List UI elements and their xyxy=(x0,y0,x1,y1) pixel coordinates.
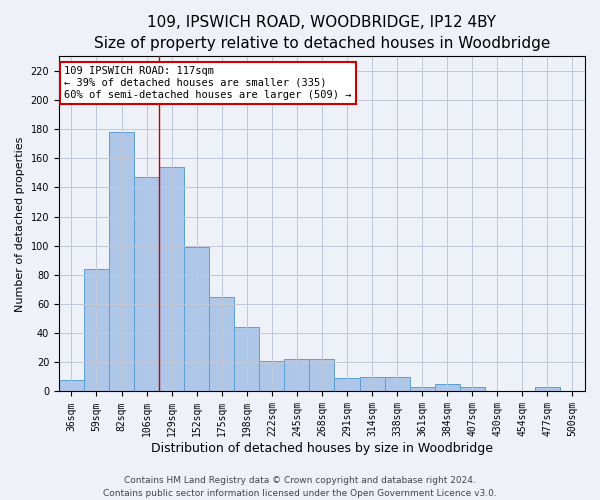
Bar xyxy=(59,380,84,392)
Bar xyxy=(109,132,134,392)
Bar xyxy=(234,328,259,392)
Bar xyxy=(184,247,209,392)
Bar xyxy=(385,377,410,392)
Text: 109 IPSWICH ROAD: 117sqm
← 39% of detached houses are smaller (335)
60% of semi-: 109 IPSWICH ROAD: 117sqm ← 39% of detach… xyxy=(64,66,352,100)
Bar xyxy=(535,387,560,392)
Title: 109, IPSWICH ROAD, WOODBRIDGE, IP12 4BY
Size of property relative to detached ho: 109, IPSWICH ROAD, WOODBRIDGE, IP12 4BY … xyxy=(94,15,550,51)
X-axis label: Distribution of detached houses by size in Woodbridge: Distribution of detached houses by size … xyxy=(151,442,493,455)
Bar xyxy=(159,167,184,392)
Bar xyxy=(410,387,434,392)
Bar xyxy=(84,269,109,392)
Bar xyxy=(310,360,334,392)
Bar xyxy=(284,360,310,392)
Y-axis label: Number of detached properties: Number of detached properties xyxy=(15,136,25,312)
Bar xyxy=(434,384,460,392)
Bar xyxy=(359,377,385,392)
Bar xyxy=(259,361,284,392)
Bar xyxy=(134,178,159,392)
Bar xyxy=(209,297,234,392)
Bar xyxy=(460,387,485,392)
Bar xyxy=(334,378,359,392)
Text: Contains HM Land Registry data © Crown copyright and database right 2024.
Contai: Contains HM Land Registry data © Crown c… xyxy=(103,476,497,498)
